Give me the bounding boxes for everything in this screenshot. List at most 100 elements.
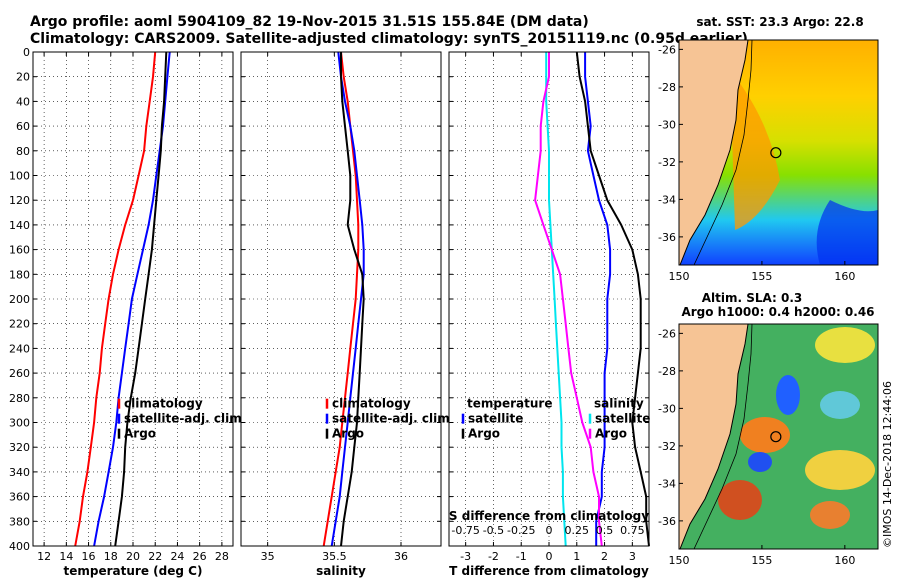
sla-map-xtick-label: 160	[834, 554, 855, 567]
temperature-ytick-label: 200	[9, 293, 30, 306]
sla-map-ytick-label: -26	[658, 327, 676, 340]
difference-xtick-label: -3	[460, 550, 471, 563]
temperature-xtick-label: 14	[59, 550, 73, 563]
sla-blob-orange-2	[718, 480, 762, 520]
sla-map: Altim. SLA: 0.3 Argo h1000: 0.4 h2000: 0…	[658, 291, 879, 567]
temperature-xtick-label: 12	[37, 550, 51, 563]
temperature-ytick-label: 40	[16, 95, 30, 108]
temperature-frame	[32, 51, 234, 547]
sla-blob-blue-1	[776, 375, 800, 415]
sla-coast-line	[679, 324, 749, 549]
sla-map-xtick-label: 150	[669, 554, 690, 567]
temperature-ytick-label: 60	[16, 120, 30, 133]
difference-s-tick-label: -0.5	[483, 524, 504, 537]
salinity-legend-label: Argo	[332, 427, 364, 441]
difference-xtick-label: -1	[516, 550, 527, 563]
sst-land	[679, 40, 748, 265]
sla-blob-orange-1	[740, 417, 790, 453]
temperature-xtick-label: 20	[126, 550, 140, 563]
sla-blob-yellow-1	[815, 327, 875, 363]
sst-warm-core	[730, 70, 780, 230]
sla-blob-cyan	[820, 391, 860, 419]
temperature-ytick-label: 20	[16, 71, 30, 84]
temperature-xtick-label: 18	[104, 550, 118, 563]
sst-map-xtick-label: 155	[751, 270, 772, 283]
difference-legend-t-label: Argo	[468, 427, 500, 441]
salinity-xlabel: salinity	[316, 564, 366, 578]
temperature-ytick-label: 160	[9, 244, 30, 257]
sst-map: sat. SST: 23.3 Argo: 22.8 150 155 160 -26 -2…	[658, 15, 879, 283]
temperature-legend-label: climatology	[124, 397, 203, 411]
sla-blob-orange-3	[810, 501, 850, 529]
difference-legend-s-label: satellite	[595, 412, 650, 426]
temperature-xtick-label: 24	[170, 550, 184, 563]
sla-map-xtick-label: 155	[751, 554, 772, 567]
sst-argo-marker	[770, 147, 782, 159]
difference-legend-temperature-title: temperature	[467, 397, 552, 411]
temperature-ytick-label: 260	[9, 367, 30, 380]
sst-map-ytick-label: -34	[658, 193, 676, 206]
sst-map-ytick-label: -26	[658, 43, 676, 56]
temperature-ytick-label: 220	[9, 318, 30, 331]
difference-legend-s-label: Argo	[595, 427, 627, 441]
sst-map-ytick-label: -30	[658, 118, 676, 131]
title-line-2: Climatology: CARS2009. Satellite-adjuste…	[30, 31, 748, 47]
difference-s-tick-label: 0.25	[565, 524, 590, 537]
sla-map-ytick-label: -34	[658, 477, 676, 490]
temperature-xlabel: temperature (deg C)	[64, 564, 203, 578]
difference-series-t-argo	[575, 51, 650, 547]
sst-map-ytick-label: -32	[658, 156, 676, 169]
temperature-ytick-label: 400	[9, 540, 30, 553]
sla-map-frame	[678, 323, 879, 550]
sla-argo-marker	[770, 431, 782, 443]
temperature-ytick-label: 340	[9, 466, 30, 479]
difference-s-tick-label: -0.75	[451, 524, 479, 537]
temperature-ytick-label: 360	[9, 491, 30, 504]
temperature-xtick-label: 22	[148, 550, 162, 563]
difference-series-s-satellite	[545, 52, 567, 547]
temperature-ytick-label: 320	[9, 441, 30, 454]
temperature-legend-label: Argo	[124, 427, 156, 441]
temperature-series-argo	[114, 51, 168, 547]
difference-xtick-label: 1	[573, 550, 580, 563]
sla-map-ytick-label: -32	[658, 440, 676, 453]
sst-map-frame	[678, 39, 879, 266]
salinity-xtick-label: 36	[394, 550, 408, 563]
temperature-ytick-label: 80	[16, 145, 30, 158]
temperature-ytick-label: 180	[9, 268, 30, 281]
salinity-frame	[240, 51, 442, 547]
salinity-series-satellite-adj-clim-	[330, 51, 365, 547]
temperature-ytick-label: 120	[9, 194, 30, 207]
temperature-ytick-label: 140	[9, 219, 30, 232]
temperature-ytick-label: 280	[9, 392, 30, 405]
sst-map-ytick-label: -36	[658, 231, 676, 244]
sla-map-ytick-label: -30	[658, 402, 676, 415]
difference-legend-salinity-title: salinity	[594, 397, 644, 411]
title-line-1: Argo profile: aoml 5904109_82 19-Nov-201…	[30, 14, 589, 30]
sla-blob-yellow-2	[805, 450, 875, 490]
difference-s-axis-label: S difference from climatology	[449, 509, 649, 523]
sst-cool-patch	[816, 200, 878, 265]
difference-legend-t-label: satellite	[468, 412, 523, 426]
sst-map-xtick-label: 160	[834, 270, 855, 283]
sst-map-xtick-label: 150	[669, 270, 690, 283]
salinity-panel: 35 35.5 36 salinity climatologysatellite-adj…	[240, 51, 454, 578]
difference-xtick-label: -2	[488, 550, 499, 563]
sla-map-ytick-label: -36	[658, 515, 676, 528]
sla-map-ytick-label: -28	[658, 365, 676, 378]
salinity-legend-label: climatology	[332, 397, 411, 411]
sst-isobath	[693, 40, 753, 265]
difference-s-tick-label: 0.5	[596, 524, 614, 537]
difference-series-s-argo	[534, 52, 603, 547]
temperature-ytick-label: 300	[9, 417, 30, 430]
temperature-xtick-label: 26	[193, 550, 207, 563]
sla-isobath	[693, 324, 753, 549]
sla-blob-blue-2	[748, 452, 772, 472]
salinity-legend-label: satellite-adj. clim.	[332, 412, 454, 426]
temperature-series-climatology	[74, 51, 157, 547]
temperature-panel: 0 20 40 60 80 100 120 140 160 180 200 220 240 260 280 3…	[9, 46, 246, 578]
temperature-ytick-label: 0	[23, 46, 30, 59]
temperature-ytick-label: 380	[9, 515, 30, 528]
temperature-ytick-label: 100	[9, 170, 30, 183]
